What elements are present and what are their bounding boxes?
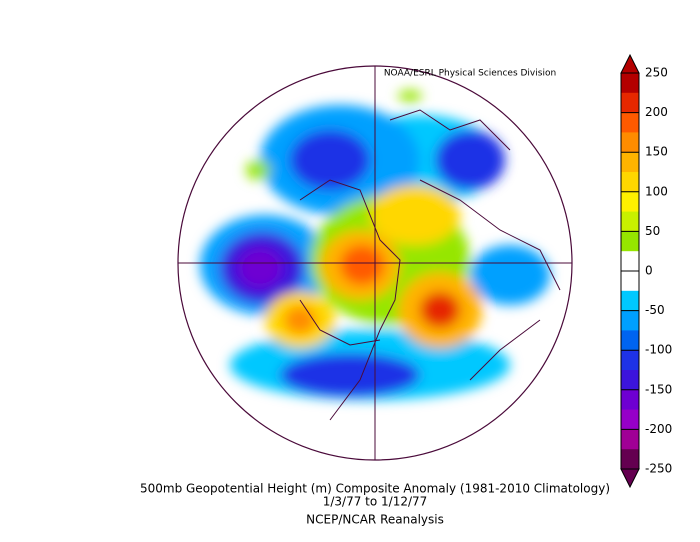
color-band [621, 172, 639, 193]
color-band [621, 92, 639, 114]
colorbar-tick-label: -250 [645, 462, 672, 476]
color-band [621, 409, 639, 430]
color-band [621, 211, 639, 232]
caption-dates: 1/3/77 to 1/12/77 [323, 495, 428, 509]
color-band [621, 271, 639, 292]
colorbar-tick-label: 150 [645, 145, 668, 159]
colorbar-tick-label: -50 [645, 303, 665, 317]
anomaly-field [200, 90, 561, 421]
color-band [621, 251, 639, 272]
colorbar: 250 200 150 100 50 0 -50 -100 -150 -200 -250 [620, 53, 672, 489]
colorbar-tick-label: 250 [645, 66, 668, 80]
color-band [621, 231, 639, 252]
credit: NOAA/ESRL Physical Sciences Division [384, 69, 556, 79]
colorbar-tick-label: 50 [645, 224, 660, 238]
colorbar-tick-label: 0 [645, 264, 653, 278]
colorbar-tick-label: 100 [645, 184, 668, 198]
color-band [621, 350, 639, 371]
colorbar-tick-label: -100 [645, 343, 672, 357]
color-band [621, 429, 639, 450]
colorbar-tick-label: -150 [645, 382, 672, 396]
color-band [621, 152, 639, 173]
color-band [621, 191, 639, 213]
color-band [621, 290, 639, 312]
color-band [621, 389, 639, 411]
colorbar-tick-label: -200 [645, 422, 672, 436]
caption-source: NCEP/NCAR Reanalysis [306, 513, 444, 527]
colorbar-min-arrow [620, 468, 640, 489]
colorbar-max-arrow [620, 53, 640, 74]
color-band [621, 449, 639, 470]
colorbar-tick-label: 200 [645, 105, 668, 119]
caption-title: 500mb Geopotential Height (m) Composite … [140, 482, 610, 496]
color-band [621, 310, 639, 331]
color-band [621, 370, 639, 391]
color-band [621, 330, 639, 351]
color-band [621, 73, 639, 94]
color-band [621, 132, 639, 153]
color-band [621, 112, 639, 133]
